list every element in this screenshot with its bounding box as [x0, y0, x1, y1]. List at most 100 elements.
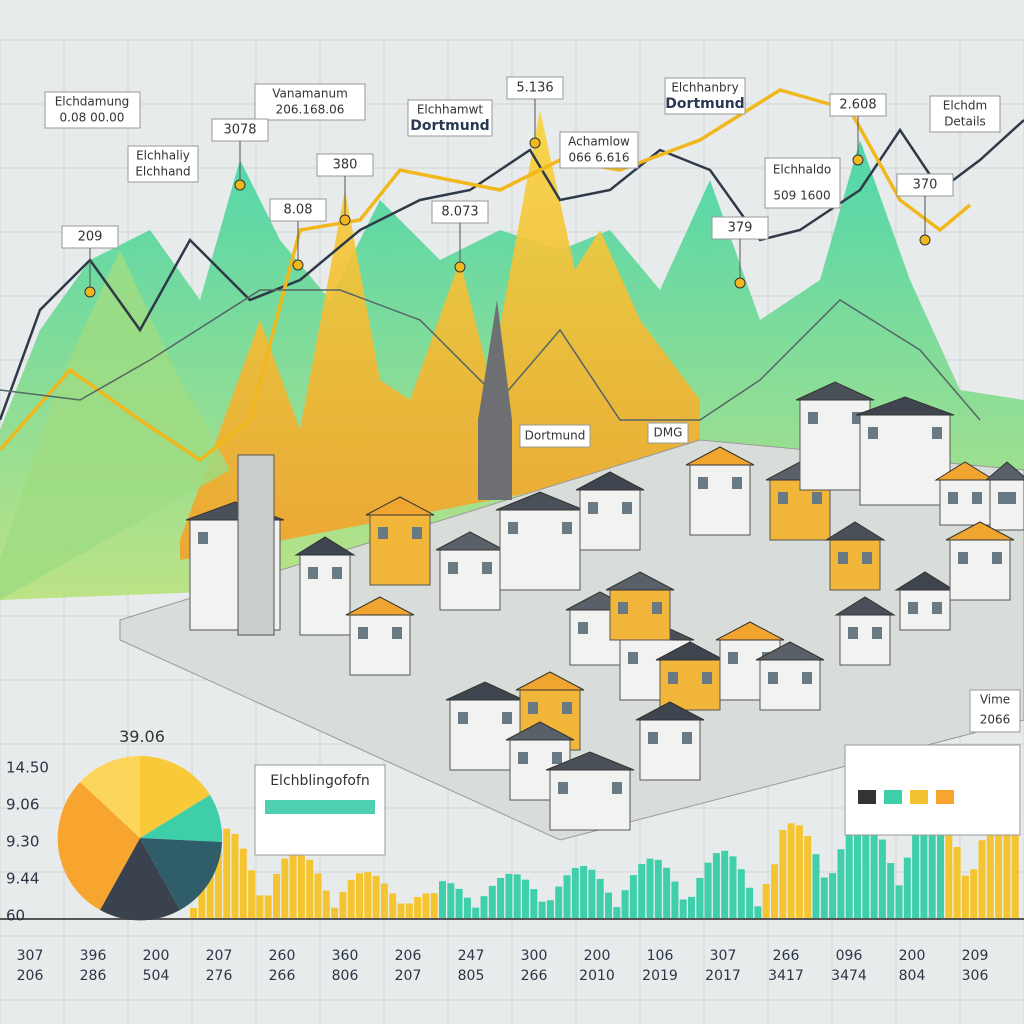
x-tick-label: 805: [458, 968, 485, 984]
window: [702, 672, 712, 684]
house: [829, 539, 881, 591]
deco-bar: [588, 869, 596, 918]
deco-bar: [214, 834, 222, 918]
deco-bar: [256, 895, 264, 918]
y-tick-label: 9.44: [6, 870, 39, 888]
window: [518, 752, 528, 764]
x-tick-label: 307: [17, 948, 44, 964]
callout-title: Elchhanbry: [671, 81, 738, 95]
deco-bar: [455, 888, 463, 918]
marker-dot: [292, 259, 304, 271]
deco-bar: [331, 907, 339, 918]
window: [448, 562, 458, 574]
window: [992, 552, 1002, 564]
house: [349, 614, 411, 676]
y-tick-label: 9.06: [6, 796, 39, 814]
window: [972, 492, 982, 504]
legend-swatch: [910, 790, 928, 804]
x-tick-label: 260: [269, 948, 296, 964]
x-tick-label: 266: [773, 948, 800, 964]
deco-bar: [223, 828, 231, 918]
window: [852, 412, 862, 424]
roof: [655, 641, 725, 661]
x-tick-label: 266: [269, 968, 296, 984]
deco-bar: [1011, 809, 1019, 918]
window: [332, 567, 342, 579]
deco-bar: [297, 851, 305, 918]
window: [682, 732, 692, 744]
deco-bar: [596, 878, 604, 918]
sign: [519, 424, 591, 448]
deco-bar: [837, 849, 845, 918]
callout-title: Achamlow: [568, 135, 630, 149]
marker-label: 370: [913, 178, 938, 193]
x-tick-label: 286: [80, 968, 107, 984]
roof: [855, 396, 955, 416]
marker-label: 8.073: [441, 205, 478, 220]
window: [458, 712, 468, 724]
deco-bar: [621, 890, 629, 918]
pie-slice: [140, 795, 223, 842]
x-tick-label: 307: [710, 948, 737, 964]
x-tick-label: 106: [647, 948, 674, 964]
deco-bar: [721, 850, 729, 918]
window: [1006, 492, 1016, 504]
deco-bar: [414, 896, 422, 918]
pie-slice: [140, 755, 210, 838]
window: [562, 702, 572, 714]
window: [392, 627, 402, 639]
callout-title: Elchhaldo: [773, 163, 831, 177]
roof: [345, 596, 415, 616]
baseline: [0, 918, 1024, 920]
deco-bar: [339, 891, 347, 918]
house: [369, 514, 431, 586]
marker-label: 380: [333, 158, 358, 173]
deco-bar: [439, 881, 446, 918]
x-tick-label: 3417: [768, 968, 804, 984]
sign-text: DMG: [654, 426, 683, 440]
deco-bar: [538, 901, 546, 918]
window: [612, 782, 622, 794]
deco-bar: [513, 874, 521, 918]
pie-slice: [57, 782, 140, 910]
window: [552, 752, 562, 764]
deco-bar: [248, 870, 256, 918]
x-tick-label: 206: [17, 968, 44, 984]
deco-bar: [198, 876, 206, 918]
house: [839, 614, 891, 666]
deco-bar: [629, 875, 637, 918]
deco-bar: [605, 892, 612, 918]
pie: 39.06: [57, 727, 223, 921]
deco-bar: [679, 899, 687, 918]
x-tick-label: 200: [899, 948, 926, 964]
grey-line: [0, 289, 981, 421]
house: [549, 769, 631, 831]
deco-bar: [961, 875, 969, 918]
window: [932, 602, 942, 614]
deco-bar: [571, 867, 579, 918]
marker-label: 209: [78, 230, 103, 245]
house: [939, 479, 991, 526]
window: [808, 412, 818, 424]
marker-dot: [234, 179, 246, 191]
callout-box: [44, 91, 141, 129]
deco-bar: [480, 896, 488, 918]
marker-dot: [734, 277, 746, 289]
window: [778, 492, 788, 504]
roof: [834, 596, 896, 616]
callout-value: 509 1600: [773, 189, 830, 203]
x-tick-label: 209: [962, 948, 989, 964]
deco-bar: [472, 907, 480, 918]
roof: [934, 461, 996, 481]
deco-bar: [289, 851, 297, 918]
deco-bar: [779, 830, 787, 918]
roof: [984, 461, 1024, 481]
house: [579, 489, 641, 551]
deco-bar: [638, 864, 646, 918]
roof: [795, 381, 875, 401]
house: [759, 659, 821, 711]
x-tick-label: 306: [962, 968, 989, 984]
window: [482, 562, 492, 574]
callout-value: 206.168.06: [276, 103, 345, 117]
deco-bar: [762, 883, 770, 918]
